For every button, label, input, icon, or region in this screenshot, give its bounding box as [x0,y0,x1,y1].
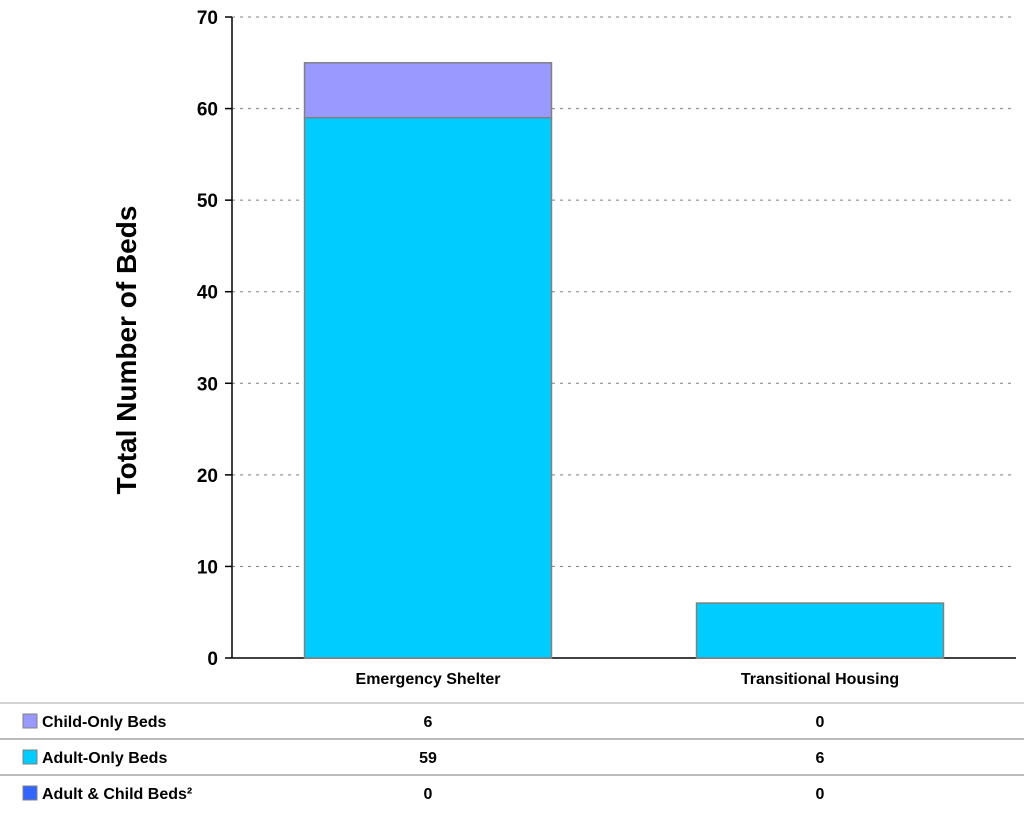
table-row-label: Child-Only Beds [42,714,167,731]
bar-segment [695,602,945,659]
legend-swatch [22,713,38,729]
legend-swatch [22,749,38,765]
y-tick-label: 60 [197,100,218,121]
table-cell-value: 0 [816,714,825,731]
labels: Total Number of Beds 0 10 20 30 40 50 60 70 Emer… [111,8,899,688]
y-tick-label: 70 [197,8,218,29]
table-cell-value: 59 [419,750,437,767]
legend-swatch [22,785,38,801]
bars [303,62,945,659]
y-tick-label: 30 [197,374,218,395]
table-cell-value: 6 [424,714,433,731]
data-table: Child-Only Beds 6 0 Adult-Only Beds 59 6 Adult… [0,702,1024,803]
table-cell-value: 0 [424,786,433,803]
table-cell-value: 6 [816,750,825,767]
table-cell-value: 0 [816,786,825,803]
category-label: Emergency Shelter [356,671,501,688]
bar-segment [303,62,553,119]
y-tick-label: 10 [197,557,218,578]
y-tick-label: 0 [207,649,218,670]
table-row-label: Adult-Only Beds [42,750,167,767]
y-tick-label: 40 [197,283,218,304]
y-tick-label: 20 [197,466,218,487]
category-label: Transitional Housing [741,671,899,688]
table-row-label: Adult & Child Beds² [42,786,192,803]
y-tick-label: 50 [197,191,218,212]
bar-segment [303,116,553,659]
y-axis-title: Total Number of Beds [111,206,142,495]
